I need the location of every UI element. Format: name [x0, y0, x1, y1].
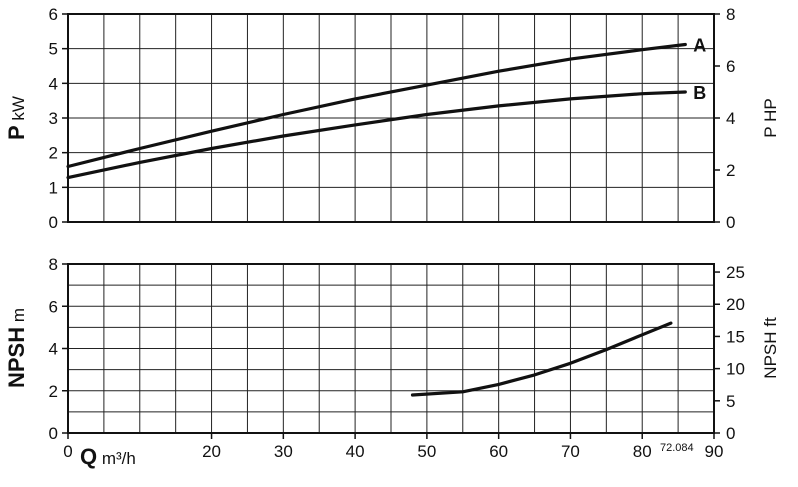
npsh-y2-tick-label: 20	[726, 295, 745, 314]
npsh-y2-tick-label: 10	[726, 360, 745, 379]
npsh-y-tick-label: 8	[49, 255, 58, 274]
power-y-tick-label: 1	[49, 178, 58, 197]
npsh-x-tick-label: 60	[489, 442, 508, 461]
power-y-tick-label: 2	[49, 144, 58, 163]
npsh-x-tick-label: 40	[346, 442, 365, 461]
npsh-x-tick-label: 20	[202, 442, 221, 461]
power-y-tick-label: 4	[49, 74, 58, 93]
power-y2-axis-title: P HP	[761, 98, 780, 137]
power-y2-tick-label: 6	[726, 57, 735, 76]
npsh-y2-axis-title: NPSH ft	[761, 317, 780, 379]
npsh-y-axis-title: NPSH m	[4, 308, 29, 388]
power-y2-tick-label: 4	[726, 109, 735, 128]
npsh-y2-tick-label: 25	[726, 263, 745, 282]
npsh-x-tick-label: 0	[63, 442, 72, 461]
power-y-tick-label: 5	[49, 40, 58, 59]
curve-label-b: B	[693, 83, 706, 103]
npsh-x-tick-label: 70	[561, 442, 580, 461]
power-y2-tick-label: 0	[726, 213, 735, 232]
npsh-x-tick-label: 90	[705, 442, 724, 461]
flow-x-axis-title: Q m³/h	[80, 444, 136, 469]
figure-reference-number: 72.084	[660, 442, 694, 454]
npsh-curve-npsh	[410, 321, 673, 397]
npsh-y2-tick-label: 15	[726, 327, 745, 346]
npsh-x-tick-label: 80	[633, 442, 652, 461]
power-y2-tick-label: 2	[726, 161, 735, 180]
npsh-y2-tick-label: 0	[726, 424, 735, 443]
npsh-y-tick-label: 4	[49, 340, 58, 359]
power-y-tick-label: 3	[49, 109, 58, 128]
npsh-x-tick-label: 30	[274, 442, 293, 461]
power-y-axis-title: P kW	[4, 96, 29, 140]
power-curve-a	[66, 42, 687, 169]
npsh-y-tick-label: 6	[49, 297, 58, 316]
npsh-y-tick-label: 0	[49, 424, 58, 443]
power-y-tick-label: 0	[49, 213, 58, 232]
npsh-x-tick-label: 50	[417, 442, 436, 461]
power-y2-tick-label: 8	[726, 5, 735, 24]
power-curve-b	[66, 90, 687, 180]
curve-label-a: A	[693, 36, 706, 56]
npsh-y2-tick-label: 5	[726, 392, 735, 411]
power-y-tick-label: 6	[49, 5, 58, 24]
npsh-y-tick-label: 2	[49, 382, 58, 401]
